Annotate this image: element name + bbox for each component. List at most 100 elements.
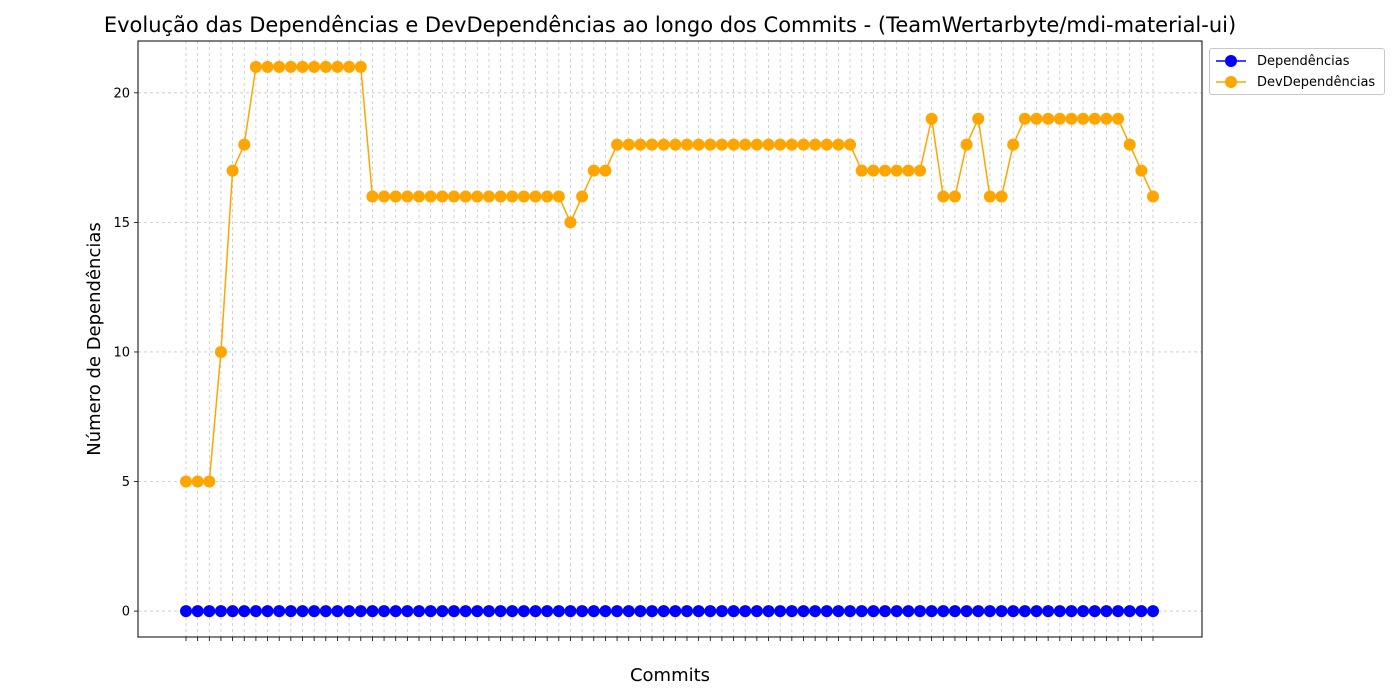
devdependencias-point [389,190,402,203]
devdependencias-point [820,138,833,151]
y-tick-label: 5 [122,475,130,490]
dependencias-point [622,605,635,618]
dependencias-point [844,605,857,618]
dependencias-point [1007,605,1020,618]
devdependencias-point [1042,112,1055,125]
dependencias-point [1147,605,1159,618]
devdependencias-point [343,60,356,73]
dependencias-point [913,605,926,618]
devdependencias-point [482,190,495,203]
dependencias-point [1065,605,1078,618]
y-tick-label: 20 [113,86,130,101]
dependencias-point [1077,605,1090,618]
dependencias-point [261,605,274,618]
dependencias-point [692,605,705,618]
dependencias-point [797,605,810,618]
dependencias-point [1088,605,1101,618]
devdependencias-point [599,164,612,177]
devdependencias-point [226,164,239,177]
dependencias-point [809,605,822,618]
devdependencias-point [972,112,985,125]
devdependencias-point [1053,112,1066,125]
dependencias-point [972,605,985,618]
devdependencias-point [809,138,822,151]
devdependencias-point [191,475,204,488]
devdependencias-point [494,190,507,203]
series-line-devdependencias [186,66,1154,483]
devdependencias-point [541,190,554,203]
dependencias-point [447,605,460,618]
devdependencias-point [319,60,332,73]
x-axis-label: Commits [630,665,710,686]
dependencias-point [541,605,554,618]
dependencias-point [1112,605,1125,618]
dependencias-point [331,605,344,618]
devdependencias-point [249,60,262,73]
devdependencias-point [1123,138,1136,151]
legend-swatch-devdependencias [1216,76,1246,88]
devdependencias-point [1100,112,1113,125]
dependencias-point [948,605,961,618]
dependencias-point [937,605,950,618]
devdependencias-point [331,60,344,73]
dependencias-point [343,605,356,618]
series-layer [180,60,1159,618]
dependencias-point [273,605,286,618]
devdependencias-point [1030,112,1043,125]
dependencias-point [727,605,740,618]
devdependencias-point [517,190,530,203]
y-tick-label: 10 [113,345,130,360]
devdependencias-point [203,475,216,488]
dependencias-point [879,605,892,618]
dependencias-point [890,605,903,618]
dependencias-point [1123,605,1136,618]
legend-entry-dependencias: Dependências [1214,51,1350,71]
dependencias-point [366,605,379,618]
dependencias-point [669,605,682,618]
devdependencias-point [622,138,635,151]
dependencias-point [1030,605,1043,618]
devdependencias-point [902,164,915,177]
devdependencias-point [238,138,251,151]
devdependencias-point [611,138,624,151]
dependencias-point [785,605,798,618]
legend-label-dependencias: Dependências [1257,53,1350,69]
dependencias-point [1053,605,1066,618]
dependencias-point [762,605,775,618]
devdependencias-point [273,60,286,73]
dependencias-point [378,605,391,618]
dependencias-point [704,605,717,618]
devdependencias-point [879,164,892,177]
devdependencias-point [646,138,659,151]
devdependencias-point [459,190,472,203]
dependencias-point [715,605,728,618]
legend-label-devdependencias: DevDependências [1257,74,1376,90]
dependencias-point [308,605,321,618]
devdependencias-point [1112,112,1125,125]
dependencias-point [517,605,530,618]
devdependencias-point [750,138,763,151]
plot-area-frame [137,40,1203,638]
dependencias-point [529,605,542,618]
devdependencias-point [308,60,321,73]
devdependencias-point [797,138,810,151]
dependencias-point [471,605,484,618]
devdependencias-point [715,138,728,151]
dependencias-point [459,605,472,618]
devdependencias-point [925,112,938,125]
dependencias-point [552,605,565,618]
legend: Dependências DevDependências [1209,48,1385,95]
dependencias-point [1018,605,1031,618]
devdependencias-point [436,190,449,203]
devdependencias-point [960,138,973,151]
y-tick-label: 0 [122,605,130,620]
devdependencias-point [1088,112,1101,125]
devdependencias-point [564,216,577,229]
devdependencias-point [1135,164,1148,177]
devdependencias-point [680,138,693,151]
dependencias-point [634,605,647,618]
dependencias-point [587,605,600,618]
dependencias-point [820,605,833,618]
y-axis: 0 5 10 15 20 [113,86,138,620]
dependencias-point [960,605,973,618]
